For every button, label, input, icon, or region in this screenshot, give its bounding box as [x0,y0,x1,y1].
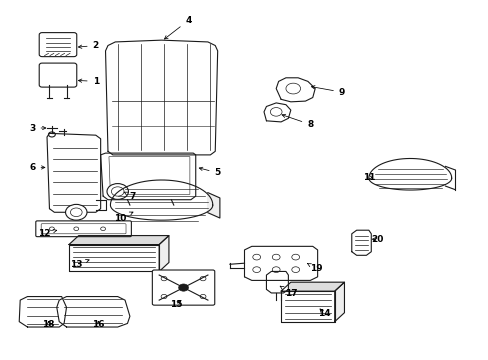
Text: 11: 11 [362,173,374,182]
Text: 10: 10 [114,212,133,223]
Polygon shape [159,235,168,271]
Text: 2: 2 [78,41,99,50]
Polygon shape [281,291,334,321]
Polygon shape [207,193,220,218]
FancyBboxPatch shape [39,33,77,57]
Polygon shape [276,78,315,102]
Circle shape [178,284,188,291]
Text: 16: 16 [92,320,104,329]
Text: 9: 9 [311,86,345,96]
Text: 20: 20 [371,235,383,244]
Polygon shape [368,158,451,190]
Polygon shape [101,153,195,200]
Polygon shape [69,235,168,244]
Polygon shape [351,230,370,255]
Text: 12: 12 [38,229,57,238]
Polygon shape [264,103,290,122]
Polygon shape [105,40,217,155]
Circle shape [107,184,128,199]
Text: 19: 19 [307,264,322,273]
Polygon shape [281,282,344,291]
Polygon shape [57,297,130,327]
Polygon shape [244,246,317,280]
Text: 18: 18 [42,320,55,329]
Text: 7: 7 [123,192,135,201]
Polygon shape [266,271,288,293]
Text: 15: 15 [170,300,182,309]
Polygon shape [334,282,344,321]
Text: 6: 6 [29,163,45,172]
Circle shape [65,204,87,220]
Text: 13: 13 [70,260,89,269]
Text: 17: 17 [280,286,298,298]
Text: 8: 8 [282,114,313,129]
FancyBboxPatch shape [36,221,131,237]
Polygon shape [19,297,66,327]
FancyBboxPatch shape [39,63,77,87]
FancyBboxPatch shape [152,270,214,305]
Polygon shape [110,180,212,220]
Text: 1: 1 [78,77,99,86]
Text: 4: 4 [164,16,191,39]
Text: 5: 5 [199,167,221,177]
Polygon shape [47,134,101,212]
Text: 3: 3 [29,123,46,132]
Text: 14: 14 [317,309,329,318]
Polygon shape [69,244,159,271]
